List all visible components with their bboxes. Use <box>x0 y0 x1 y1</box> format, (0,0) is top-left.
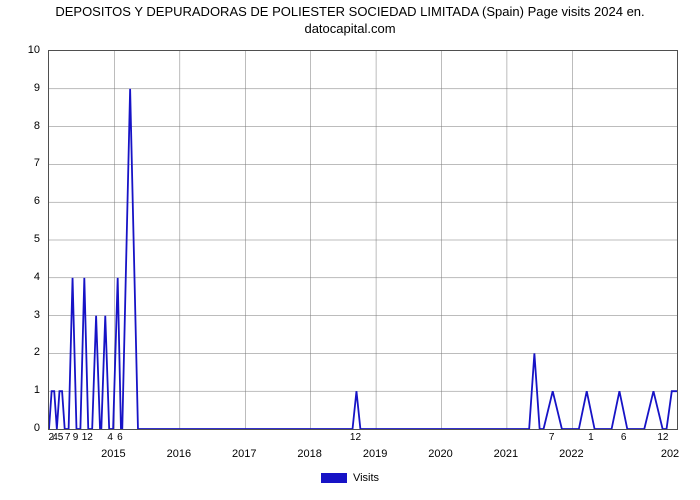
x-value-label: 7 <box>549 432 555 443</box>
y-tick-label: 9 <box>10 82 40 94</box>
x-year-label: 2018 <box>297 448 321 460</box>
legend: Visits <box>0 472 700 484</box>
y-tick-label: 8 <box>10 120 40 132</box>
y-tick-label: 2 <box>10 346 40 358</box>
y-tick-label: 0 <box>10 422 40 434</box>
y-tick-label: 6 <box>10 195 40 207</box>
y-tick-label: 5 <box>10 233 40 245</box>
y-tick-label: 1 <box>10 384 40 396</box>
chart-title: DEPOSITOS Y DEPURADORAS DE POLIESTER SOC… <box>0 4 700 38</box>
x-value-label: 1 <box>588 432 594 443</box>
x-year-label: 2015 <box>101 448 125 460</box>
x-year-label: 2022 <box>559 448 583 460</box>
x-value-label: 9 <box>73 432 79 443</box>
x-year-label: 2021 <box>494 448 518 460</box>
y-tick-label: 10 <box>10 44 40 56</box>
x-value-label: 12 <box>350 432 361 443</box>
x-value-label: 45 <box>52 432 63 443</box>
x-value-label: 7 <box>65 432 71 443</box>
y-tick-label: 4 <box>10 271 40 283</box>
x-year-label: 202 <box>661 448 679 460</box>
chart-svg <box>49 51 677 429</box>
plot-area <box>48 50 678 430</box>
x-value-label: 6 <box>621 432 627 443</box>
series-line-visits <box>49 89 677 429</box>
line-chart: DEPOSITOS Y DEPURADORAS DE POLIESTER SOC… <box>0 0 700 500</box>
x-year-label: 2019 <box>363 448 387 460</box>
x-value-label: 4 <box>107 432 113 443</box>
x-value-label: 12 <box>82 432 93 443</box>
grid-lines <box>49 51 677 429</box>
y-tick-label: 7 <box>10 157 40 169</box>
legend-label: Visits <box>353 472 379 484</box>
legend-swatch <box>321 473 347 483</box>
y-tick-label: 3 <box>10 309 40 321</box>
x-year-label: 2016 <box>167 448 191 460</box>
x-year-label: 2017 <box>232 448 256 460</box>
x-value-label: 6 <box>117 432 123 443</box>
x-year-label: 2020 <box>428 448 452 460</box>
x-value-label: 12 <box>657 432 668 443</box>
